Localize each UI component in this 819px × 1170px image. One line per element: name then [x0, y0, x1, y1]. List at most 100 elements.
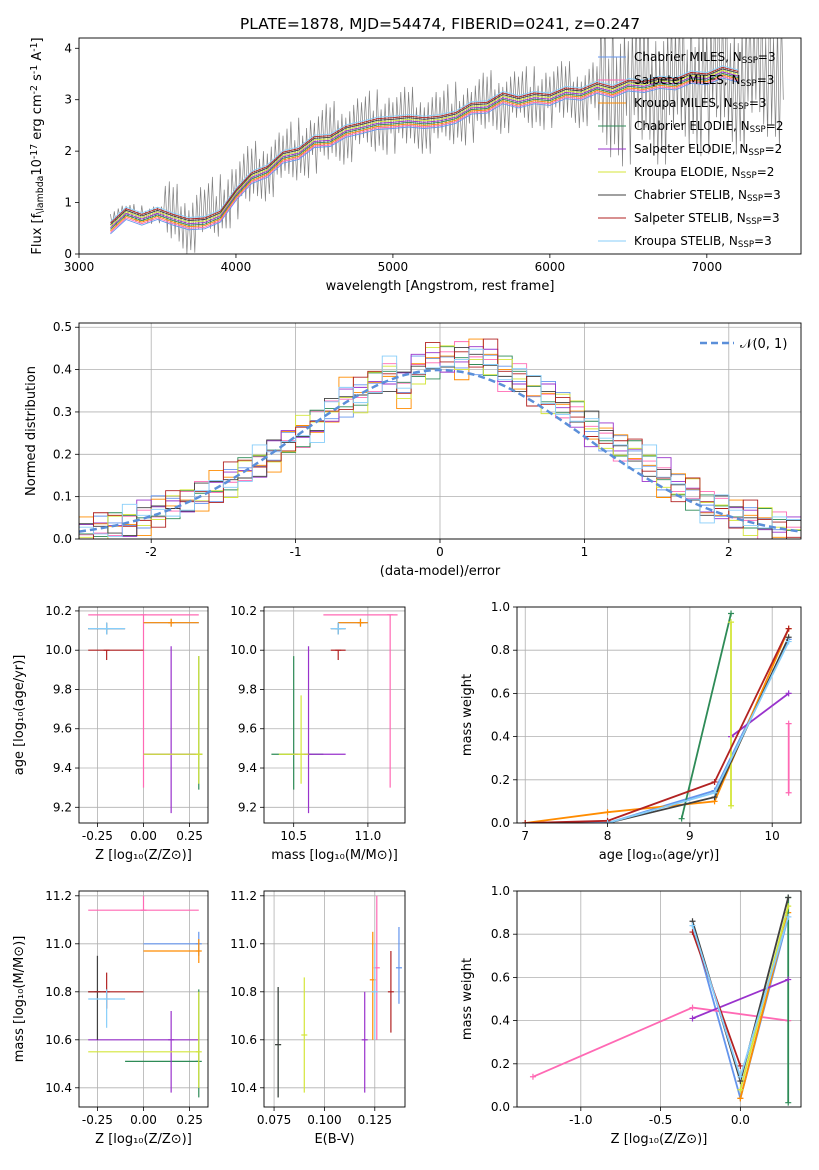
data-point-marker: [604, 809, 611, 816]
y-tick-label: 10.2: [45, 604, 72, 618]
data-point-marker: [728, 802, 735, 809]
plot-area-residuals: [79, 338, 801, 539]
figure-title: PLATE=1878, MJD=54474, FIBERID=0241, z=0…: [240, 15, 640, 33]
axes-frame: [263, 606, 406, 824]
data-point-marker: [785, 638, 792, 645]
x-tick-label: 7000: [692, 260, 723, 274]
x-axis-label: mass [log₁₀(M/M⊙)]: [271, 848, 398, 863]
x-tick-label: 0.25: [176, 829, 203, 843]
plot-area-mass_vs_ebv: [275, 895, 402, 1098]
plot-area-age_vs_mass: [271, 614, 398, 814]
chart-spectrum: 3000 4000 5000 6000 7000 0 1 2 3 4 wavelength [Ang…: [29, 37, 802, 294]
plot-area-weight_vs_age: [522, 610, 792, 823]
data-point-marker: [678, 815, 685, 822]
data-point-marker: [728, 619, 735, 626]
x-tick-label: -1: [290, 545, 302, 559]
weight-series-line: [525, 628, 790, 823]
data-point-marker: [785, 894, 792, 901]
x-tick-label: 10.5: [280, 829, 307, 843]
data-point-marker: [689, 922, 696, 929]
y-tick-label: 1.0: [491, 884, 510, 898]
legend-label: Kroupa STELIB, NSSP​=3: [634, 234, 772, 250]
data-point-marker: [737, 1073, 744, 1080]
y-tick-label: 1.0: [491, 600, 510, 614]
x-tick-label: 0.25: [176, 1113, 203, 1127]
x-axis-label: age [log₁₀(age/yr)]: [599, 848, 720, 863]
legend-label: Salpeter MILES, NSSP​=3: [634, 73, 774, 89]
x-axis-label: wavelength [Angstrom, rest frame]: [326, 279, 555, 294]
y-tick-label: 11.0: [230, 937, 257, 951]
data-point-marker: [604, 820, 611, 823]
spectrum-data-line: [110, 38, 784, 254]
weight-series-line: [692, 978, 789, 1020]
data-point-marker: [785, 913, 792, 920]
plot-area-spectrum: [110, 38, 784, 254]
y-tick-label: 10.8: [230, 985, 257, 999]
data-point-marker: [711, 778, 718, 785]
x-tick-label: 0.075: [257, 1113, 291, 1127]
axes-frame: [78, 890, 209, 1108]
x-axis-label: (data-model)/error: [380, 564, 501, 579]
axes-frame: [78, 606, 209, 824]
plots-container: 3000 4000 5000 6000 7000 0 1 2 3 4 wavelength [Ang…: [12, 37, 802, 1147]
data-point-marker: [529, 1073, 536, 1080]
y-tick-label: 0.2: [53, 447, 72, 461]
data-point-marker: [785, 625, 792, 632]
axes-frame: [78, 37, 802, 255]
x-tick-label: 11.0: [355, 829, 382, 843]
plot-area-age_vs_Z: [88, 614, 203, 814]
legend-label: Chabrier MILES, NSSP​=3: [634, 50, 776, 66]
y-tick-label: 4: [64, 41, 72, 55]
data-point-marker: [785, 690, 792, 697]
spectrum-model-line: [110, 77, 739, 235]
legend-label: Kroupa ELODIE, NSSP​=2: [634, 165, 774, 181]
y-tick-label: 0.3: [53, 405, 72, 419]
chart-mass_vs_Z: -0.25 0.00 0.25 10.4 10.6 10.8 11.0 11.2 Z [log₁…: [12, 889, 209, 1147]
y-tick-label: 10.4: [230, 1081, 257, 1095]
spectrum-model-line: [110, 71, 739, 229]
x-tick-label: -0.5: [649, 1113, 672, 1127]
data-point-marker: [737, 1062, 744, 1069]
y-tick-label: 0.4: [491, 1014, 510, 1028]
y-tick-label: 10.4: [45, 1081, 72, 1095]
spectrum-model-line: [110, 65, 739, 222]
y-tick-label: 9.4: [238, 761, 257, 775]
x-tick-label: 0.0: [731, 1113, 750, 1127]
weight-series-line: [680, 613, 732, 819]
y-axis-label: mass weight: [460, 674, 475, 756]
y-axis-label: Flux [f\lambda​10-17​ erg cm-2​ s-1​ A-1…: [29, 37, 46, 254]
x-tick-label: 2: [725, 545, 733, 559]
histogram-step-line: [79, 348, 801, 539]
y-tick-label: 9.8: [238, 682, 257, 696]
x-axis-label: Z [log₁₀(Z/Z⊙)]: [95, 1132, 192, 1147]
spectrum-model-line: [110, 76, 739, 233]
chart-residuals: -2 -1 0 1 2 0.0 0.1 0.2 0.3 0.4 0.5 (data-model)/er…: [24, 320, 802, 579]
y-tick-label: 10.6: [45, 1033, 72, 1047]
data-point-marker: [711, 789, 718, 796]
y-tick-label: 11.2: [45, 889, 72, 903]
chart-weight_vs_age: 7 8 9 10 0.0 0.2 0.4 0.6 0.8 1.0 age [log₁₀(age/yr…: [460, 600, 802, 863]
data-point-marker: [785, 1099, 792, 1106]
x-tick-label: 7: [521, 829, 529, 843]
y-tick-label: 10.6: [230, 1033, 257, 1047]
data-point-marker: [689, 1004, 696, 1011]
plot-area-mass_vs_Z: [88, 895, 202, 1098]
spectrum-model-line: [110, 74, 739, 232]
spectrum-model-line: [110, 66, 739, 224]
spectrum-model-line: [110, 68, 739, 226]
y-axis-label: age [log₁₀(age/yr)]: [12, 655, 27, 776]
histogram-step-line: [79, 338, 801, 539]
spectrum-model-line: [110, 69, 739, 227]
y-tick-label: 9.6: [53, 722, 72, 736]
y-tick-label: 11.0: [45, 937, 72, 951]
y-tick-label: 9.6: [238, 722, 257, 736]
data-point-marker: [728, 610, 735, 617]
axes-frame: [263, 890, 406, 1108]
gaussian-curve: [79, 368, 801, 533]
legend-label: Salpeter ELODIE, NSSP​=2: [634, 142, 782, 158]
y-tick-label: 0.0: [491, 816, 510, 830]
x-tick-label: 4000: [221, 260, 252, 274]
spectrum-legend: Chabrier MILES, NSSP​=3 Salpeter MILES, N…: [598, 50, 783, 250]
